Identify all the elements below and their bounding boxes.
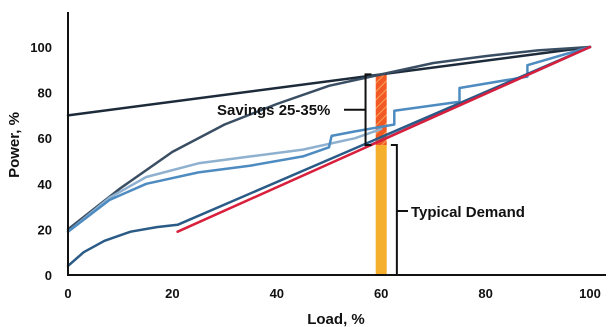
x-tick-label: 80 (478, 286, 492, 301)
bar-savings (375, 74, 387, 146)
y-tick-label: 0 (45, 268, 52, 283)
y-tick-label: 100 (30, 40, 52, 55)
series-line-3 (66, 45, 592, 233)
annotation-layer (344, 73, 408, 276)
series-layer (66, 45, 592, 268)
x-axis-title: Load, % (307, 311, 365, 327)
y-axis-title: Power, % (6, 112, 23, 178)
series-line-0 (66, 45, 592, 117)
bars-layer (375, 74, 387, 275)
x-tick-label: 100 (579, 286, 601, 301)
axes (67, 12, 606, 276)
bar-demand (375, 145, 387, 275)
y-tick-label: 80 (38, 86, 52, 101)
annotation-savings-label: Savings 25-35% (217, 102, 330, 119)
ticks-layer: 0 20 40 60 80 100 0 20 40 60 80 100 (30, 40, 601, 301)
annotation-demand-label: Typical Demand (411, 204, 525, 221)
series-line-6 (176, 45, 592, 233)
demand-bracket (390, 144, 398, 276)
x-tick-label: 40 (270, 286, 284, 301)
series-line-4 (66, 45, 592, 268)
y-tick-label: 20 (38, 222, 52, 237)
series-line-2 (66, 127, 383, 233)
y-tick-label: 40 (38, 177, 52, 192)
y-tick-label: 60 (38, 131, 52, 146)
x-tick-label: 0 (64, 286, 71, 301)
x-tick-label: 20 (165, 286, 179, 301)
x-tick-label: 60 (374, 286, 388, 301)
series-line-1 (66, 45, 592, 231)
